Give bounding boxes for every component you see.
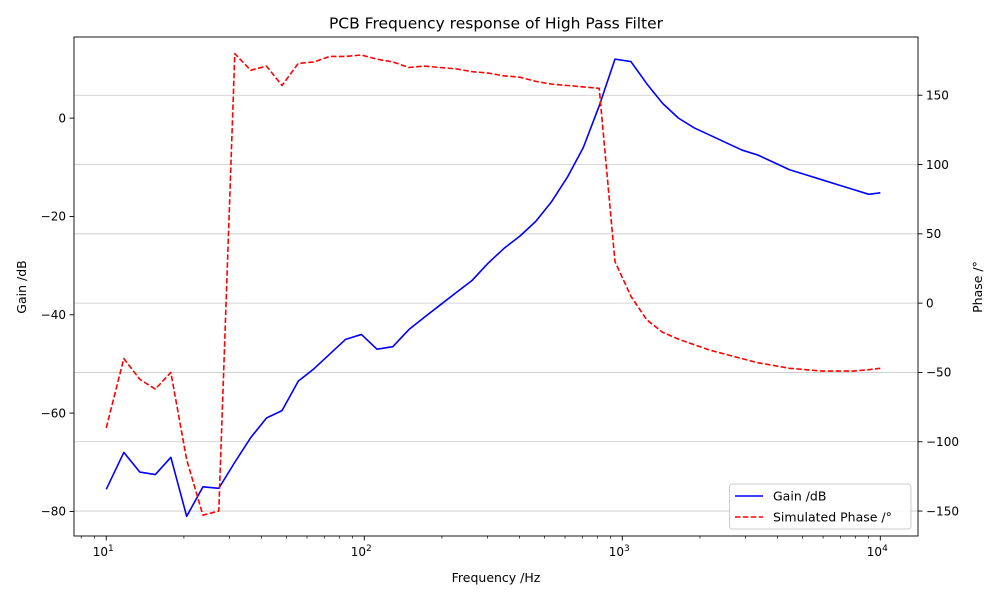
phase-series-line: [105, 52, 881, 517]
y-right-tick-label: −150: [926, 504, 959, 518]
y-right-tick-label: 50: [926, 227, 941, 241]
x-tick-exponent: 2: [366, 544, 372, 554]
y-right-tick-label: 0: [926, 296, 934, 310]
legend-phase-label: Simulated Phase /°: [773, 510, 892, 525]
y-right-tick-label: 100: [926, 158, 949, 172]
x-tick-exponent: 1: [108, 544, 114, 554]
y-left-tick-label: −60: [41, 406, 66, 420]
y-right-tick-label: 150: [926, 89, 949, 103]
y-left-tick-label: −40: [41, 308, 66, 322]
legend: Gain /dB Simulated Phase /°: [729, 483, 912, 530]
series-lines: [105, 52, 881, 518]
gain-series-line: [105, 58, 881, 518]
y-right-tick-label: −100: [926, 435, 959, 449]
y-left-axis-label: Gain /dB: [14, 260, 29, 313]
legend-box: [729, 483, 912, 530]
y-left-axis-ticks: 0 −20 −40 −60 −80: [41, 111, 74, 519]
plot-frame: [73, 36, 919, 537]
y-left-tick-label: −20: [41, 210, 66, 224]
y-right-tick-label: −50: [926, 366, 951, 380]
x-tick-exponent: 4: [882, 544, 888, 554]
y-right-axis-ticks: 150 100 50 0 −50 −100 −150: [918, 89, 959, 518]
y-left-tick-label: −80: [41, 505, 66, 519]
x-axis-label: Frequency /Hz: [452, 570, 541, 585]
y-right-axis-label: Phase /°: [970, 261, 985, 313]
legend-gain-label: Gain /dB: [773, 489, 826, 504]
chart-title: PCB Frequency response of High Pass Filt…: [329, 15, 664, 33]
y-left-tick-label: 0: [58, 111, 66, 125]
x-tick-exponent: 3: [624, 544, 630, 554]
